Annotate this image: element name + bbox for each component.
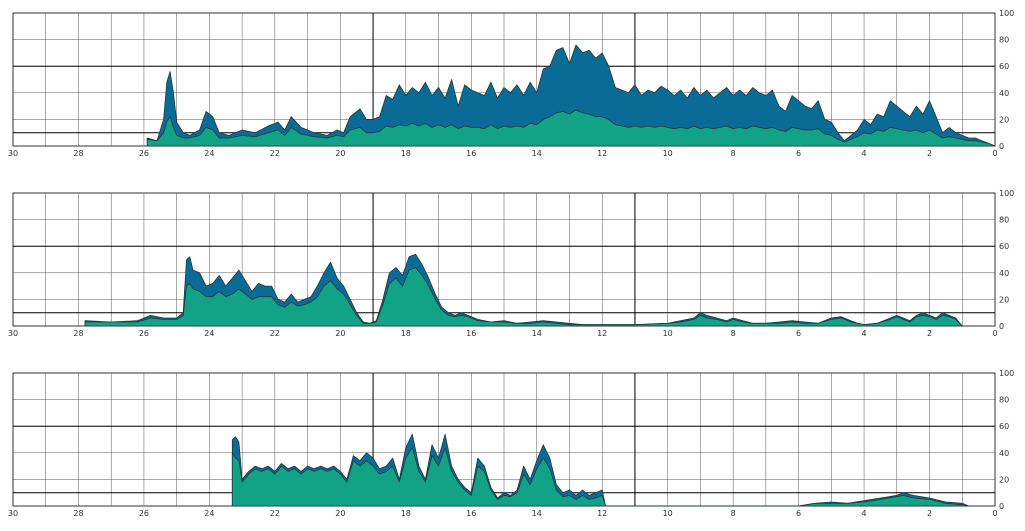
x-tick-label: 6	[796, 149, 801, 158]
x-tick-label: 16	[466, 509, 476, 518]
x-tick-label: 22	[270, 509, 280, 518]
x-tick-label: 24	[204, 329, 214, 338]
x-tick-label: 22	[270, 149, 280, 158]
y-tick-label: 60	[999, 242, 1009, 251]
y-tick-label: 60	[999, 422, 1009, 431]
x-tick-label: 0	[992, 329, 997, 338]
y-tick-label: 40	[999, 89, 1009, 98]
y-tick-label: 40	[999, 269, 1009, 278]
x-tick-label: 16	[466, 329, 476, 338]
area-series-lower	[84, 267, 963, 327]
x-tick-label: 10	[663, 149, 673, 158]
x-tick-label: 10	[663, 329, 673, 338]
y-tick-label: 80	[999, 396, 1009, 405]
x-tick-label: 6	[796, 329, 801, 338]
x-tick-label: 18	[401, 329, 411, 338]
y-tick-label: 100	[999, 189, 1014, 198]
x-tick-label: 2	[927, 149, 932, 158]
x-tick-label: 0	[992, 509, 997, 518]
x-tick-label: 8	[731, 329, 736, 338]
y-tick-label: 0	[999, 322, 1004, 331]
x-tick-label: 8	[731, 509, 736, 518]
x-tick-label: 16	[466, 149, 476, 158]
x-tick-label: 30	[8, 149, 18, 158]
x-tick-label: 20	[335, 509, 345, 518]
area-series-lower	[146, 109, 996, 147]
area-series-upper	[146, 44, 996, 147]
x-tick-label: 4	[862, 149, 867, 158]
y-tick-label: 20	[999, 295, 1009, 304]
x-tick-label: 24	[204, 509, 214, 518]
y-tick-label: 60	[999, 62, 1009, 71]
x-tick-label: 14	[532, 509, 542, 518]
y-tick-label: 20	[999, 115, 1009, 124]
y-tick-label: 40	[999, 449, 1009, 458]
x-tick-label: 12	[597, 509, 607, 518]
x-tick-label: 28	[73, 509, 83, 518]
x-tick-label: 18	[401, 149, 411, 158]
x-tick-label: 14	[532, 329, 542, 338]
x-tick-label: 12	[597, 329, 607, 338]
x-tick-label: 18	[401, 509, 411, 518]
x-tick-label: 2	[927, 329, 932, 338]
x-tick-label: 10	[663, 509, 673, 518]
x-tick-label: 20	[335, 149, 345, 158]
x-tick-label: 8	[731, 149, 736, 158]
x-tick-label: 2	[927, 509, 932, 518]
x-tick-label: 0	[992, 149, 997, 158]
x-tick-label: 26	[139, 329, 149, 338]
y-tick-label: 0	[999, 502, 1004, 511]
x-tick-label: 4	[862, 329, 867, 338]
x-tick-label: 22	[270, 329, 280, 338]
area-series-lower	[231, 447, 970, 507]
y-tick-label: 20	[999, 475, 1009, 484]
x-tick-label: 28	[73, 149, 83, 158]
y-tick-label: 80	[999, 36, 1009, 45]
x-tick-label: 6	[796, 509, 801, 518]
x-tick-label: 26	[139, 149, 149, 158]
x-tick-label: 14	[532, 149, 542, 158]
y-tick-label: 80	[999, 216, 1009, 225]
x-tick-label: 30	[8, 509, 18, 518]
x-tick-label: 24	[204, 149, 214, 158]
x-tick-label: 26	[139, 509, 149, 518]
x-tick-label: 12	[597, 149, 607, 158]
x-tick-label: 30	[8, 329, 18, 338]
y-tick-label: 100	[999, 9, 1014, 18]
x-tick-label: 4	[862, 509, 867, 518]
x-tick-label: 28	[73, 329, 83, 338]
y-tick-label: 0	[999, 142, 1004, 151]
x-tick-label: 20	[335, 329, 345, 338]
y-tick-label: 100	[999, 369, 1014, 378]
